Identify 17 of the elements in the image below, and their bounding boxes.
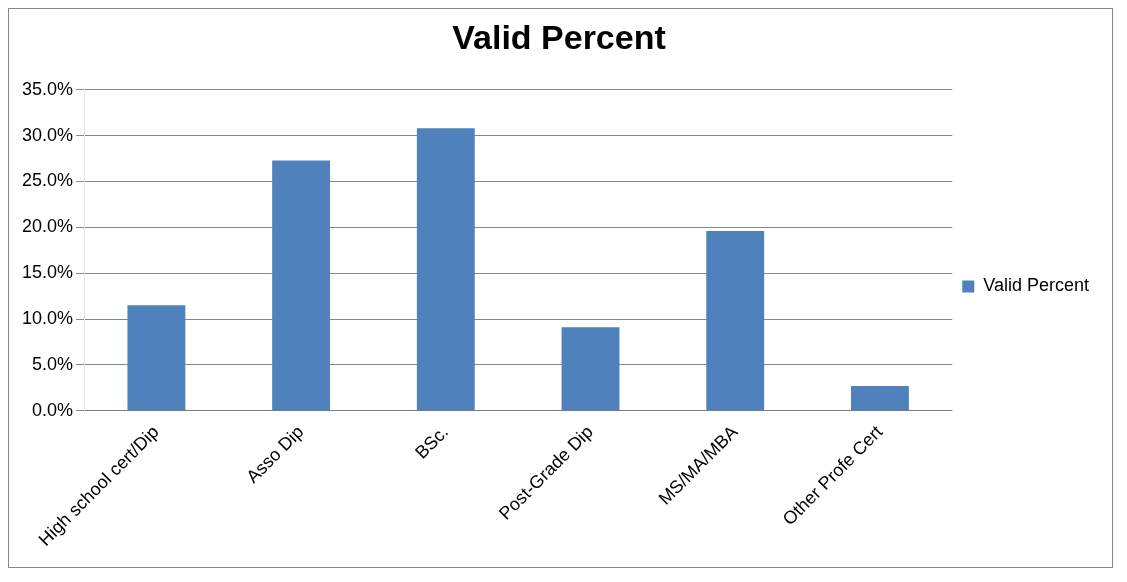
y-tick-label: 30.0% bbox=[21, 124, 74, 145]
bar bbox=[561, 327, 620, 411]
y-tick-label: 25.0% bbox=[21, 170, 74, 191]
bar bbox=[127, 305, 186, 411]
chart-title: Valid Percent bbox=[452, 17, 666, 56]
y-tick-label: 15.0% bbox=[21, 262, 74, 283]
y-tick-label: 20.0% bbox=[21, 216, 74, 237]
legend-label: Valid Percent bbox=[983, 275, 1090, 296]
x-tick-label: BSc. bbox=[411, 421, 453, 463]
bar bbox=[272, 160, 331, 411]
y-tick-label: 5.0% bbox=[32, 353, 74, 374]
bar bbox=[416, 128, 475, 411]
y-tick-label: 10.0% bbox=[21, 308, 74, 329]
bar bbox=[850, 386, 909, 411]
bar bbox=[706, 231, 765, 411]
y-tick-label: 0.0% bbox=[32, 399, 74, 420]
y-tick-label: 35.0% bbox=[21, 78, 74, 99]
